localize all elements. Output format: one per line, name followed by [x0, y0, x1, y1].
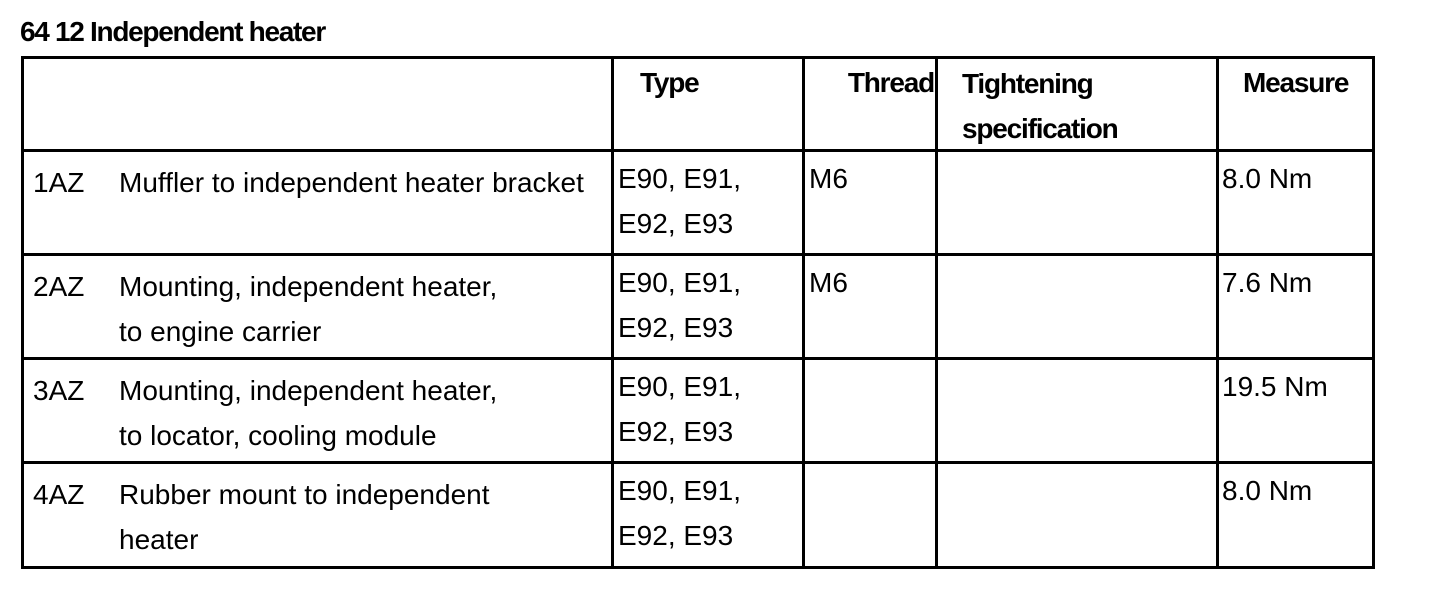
table-divider: [21, 357, 1375, 360]
item-measure: 8.0 Nm: [1222, 475, 1313, 506]
item-description: Rubber mount to independent heater: [119, 479, 490, 555]
table-row: 3AZ Mounting, independent heater, to loc…: [21, 360, 1375, 464]
table-row: 2AZ Mounting, independent heater, to eng…: [21, 256, 1375, 360]
item-type: E90, E91, E92, E93: [618, 267, 741, 343]
item-measure: 8.0 Nm: [1222, 163, 1313, 194]
table-border: [21, 56, 1375, 59]
item-thread: M6: [809, 163, 848, 194]
header-thread: Thread: [847, 67, 935, 98]
item-type: E90, E91, E92, E93: [618, 371, 741, 447]
item-measure: 7.6 Nm: [1222, 267, 1313, 298]
table-divider: [21, 149, 1375, 152]
header-tightening: Tightening specification: [962, 68, 1119, 144]
column-divider: [1216, 56, 1219, 569]
item-code: 4AZ: [33, 479, 85, 510]
item-type: E90, E91, E92, E93: [618, 475, 741, 551]
torque-table: Type Thread Tightening specification Mea…: [21, 56, 1375, 569]
table-border: [1372, 56, 1375, 569]
item-type: E90, E91, E92, E93: [618, 163, 741, 239]
item-code: 2AZ: [33, 271, 85, 302]
table-row: 4AZ Rubber mount to independent heater E…: [21, 464, 1375, 568]
page-title: 64 12 Independent heater: [20, 16, 326, 47]
item-thread: M6: [809, 267, 848, 298]
table-border: [21, 566, 1375, 569]
column-divider: [611, 56, 614, 569]
header-measure: Measure: [1243, 67, 1349, 98]
table-divider: [21, 253, 1375, 256]
table-divider: [21, 461, 1375, 464]
table-row: 1AZ Muffler to independent heater bracke…: [21, 152, 1375, 256]
item-description: Mounting, independent heater, to engine …: [119, 271, 498, 347]
column-divider: [802, 56, 805, 569]
item-measure: 19.5 Nm: [1222, 371, 1328, 402]
item-code: 3AZ: [33, 375, 85, 406]
item-description: Mounting, independent heater, to locator…: [119, 375, 498, 451]
column-divider: [935, 56, 938, 569]
item-description: Muffler to independent heater bracket: [119, 167, 584, 198]
item-code: 1AZ: [33, 167, 85, 198]
header-type: Type: [640, 67, 700, 98]
table-border: [21, 56, 24, 569]
